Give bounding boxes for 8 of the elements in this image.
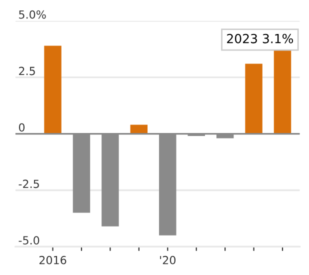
y-tick-label: 5.0% — [19, 10, 46, 19]
y-tick-label: 2.5 — [19, 66, 35, 76]
y-tick-label: -2.5 — [18, 180, 39, 188]
y-tick-label: 0 — [18, 123, 25, 132]
x-tick-label: 2016 — [39, 256, 66, 264]
y-tick-label: -5.0 — [18, 236, 40, 245]
annotation: 2023 3.1% — [227, 34, 294, 44]
x-tick-label: '20 — [160, 256, 176, 264]
